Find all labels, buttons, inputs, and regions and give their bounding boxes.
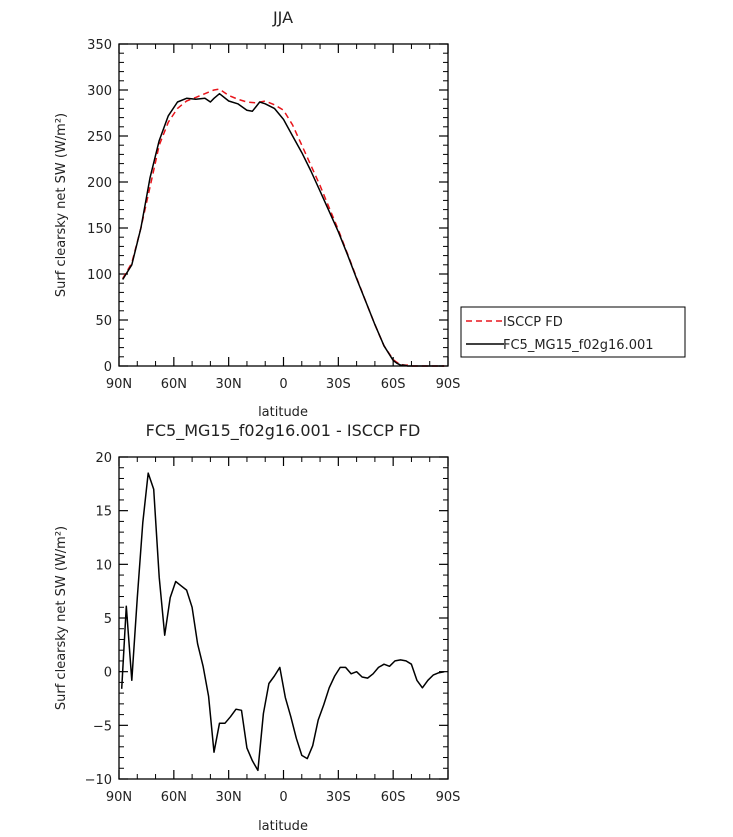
x-tick-label: 30N (216, 790, 242, 805)
x-tick-label: 60N (161, 790, 187, 805)
y-tick-label: 5 (104, 612, 112, 627)
series-line-diff-0 (120, 472, 445, 772)
top-y-axis-label: Surf clearsky net SW (W/m²) (54, 113, 69, 297)
top-chart-title: JJA (272, 8, 293, 27)
x-tick-label: 60S (381, 377, 406, 392)
bottom-y-tick-labels: −10 −5 0 5 10 15 20 (85, 451, 112, 788)
bottom-x-axis-label: latitude (258, 819, 308, 834)
x-tick-label: 60S (381, 790, 406, 805)
legend-label-isccp: ISCCP FD (503, 315, 563, 330)
legend-box (460, 306, 686, 358)
legend-label-model: FC5_MG15_f02g16.001 (503, 338, 654, 353)
y-tick-label: 0 (104, 666, 112, 681)
top-x-tick-labels: 90N 60N 30N 0 30S 60S 90S (106, 377, 461, 392)
y-tick-label: 100 (87, 268, 112, 283)
y-tick-label: 300 (87, 84, 112, 99)
top-x-axis-label: latitude (258, 405, 308, 420)
top-plot-frame (118, 43, 449, 367)
y-tick-label: 250 (87, 130, 112, 145)
bottom-x-tick-labels: 90N 60N 30N 0 30S 60S 90S (106, 790, 461, 805)
x-tick-label: 0 (279, 790, 287, 805)
y-tick-label: 200 (87, 176, 112, 191)
x-tick-label: 30S (326, 790, 351, 805)
y-tick-label: 15 (95, 505, 112, 520)
y-tick-label: 20 (95, 451, 112, 466)
bottom-tick-marks (118, 456, 449, 780)
x-tick-label: 60N (161, 377, 187, 392)
x-tick-label: 0 (279, 377, 287, 392)
bottom-panel: FC5_MG15_f02g16.001 - ISCCP FD −10 −5 0 5 10… (54, 421, 460, 834)
legend: ISCCP FD FC5_MG15_f02g16.001 (460, 306, 686, 358)
bottom-chart-title: FC5_MG15_f02g16.001 - ISCCP FD (146, 421, 421, 441)
y-tick-label: 50 (95, 314, 112, 329)
x-tick-label: 30N (216, 377, 242, 392)
y-tick-label: 0 (104, 360, 112, 375)
y-tick-label: 350 (87, 38, 112, 53)
y-tick-label: −10 (85, 773, 112, 788)
y-tick-label: 10 (95, 558, 112, 573)
series-line-fc5-mg15-f02g16-001 (122, 92, 445, 367)
y-tick-label: 150 (87, 222, 112, 237)
bottom-y-axis-label: Surf clearsky net SW (W/m²) (54, 526, 69, 710)
x-tick-label: 90S (436, 790, 461, 805)
x-tick-label: 90N (106, 790, 132, 805)
x-tick-label: 90N (106, 377, 132, 392)
series-line-isccp-fd (122, 88, 445, 367)
top-panel: JJA 0 50 100 150 200 250 300 350 90N 60N 30N 0 30S 6… (54, 8, 686, 420)
top-tick-marks (118, 43, 449, 367)
top-series-lines (122, 88, 445, 367)
y-tick-label: −5 (93, 719, 112, 734)
x-tick-label: 30S (326, 377, 351, 392)
bottom-plot-frame (118, 456, 449, 780)
bottom-series-lines (120, 472, 445, 772)
top-y-tick-labels: 0 50 100 150 200 250 300 350 (87, 38, 112, 375)
x-tick-label: 90S (436, 377, 461, 392)
